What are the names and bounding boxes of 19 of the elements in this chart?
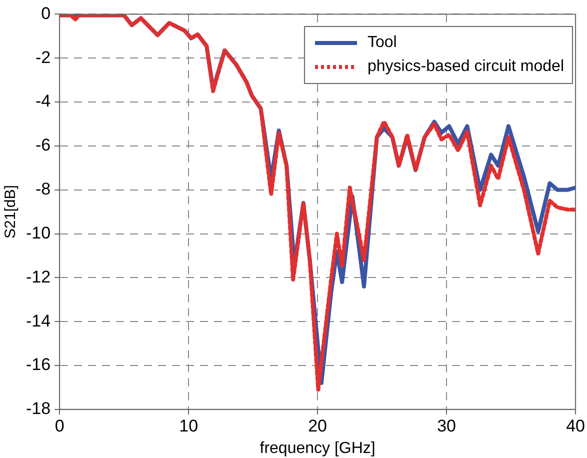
x-tick-label: 30 [437,416,456,436]
x-tick-label: 10 [179,416,198,436]
y-tick-label: -10 [26,223,51,242]
y-axis-title: S21[dB] [2,185,20,238]
x-tick-label: 40 [566,416,586,436]
y-tick-label: -8 [35,180,51,199]
x-axis-title: frequency [GHz] [260,440,376,457]
y-tick-label: -14 [26,311,51,330]
y-tick-label: -12 [26,267,51,286]
legend-label: Tool [367,33,397,53]
y-tick-label: -4 [35,92,51,111]
legend-label: physics-based circuit model [367,57,564,77]
x-tick-label: 0 [54,416,64,436]
x-tick-label: 20 [308,416,328,436]
y-tick-label: -16 [26,355,51,374]
y-tick-label: -2 [35,48,51,67]
y-tick-label: 0 [41,4,51,23]
y-tick-label: -18 [26,399,51,418]
y-tick-label: -6 [35,136,51,155]
